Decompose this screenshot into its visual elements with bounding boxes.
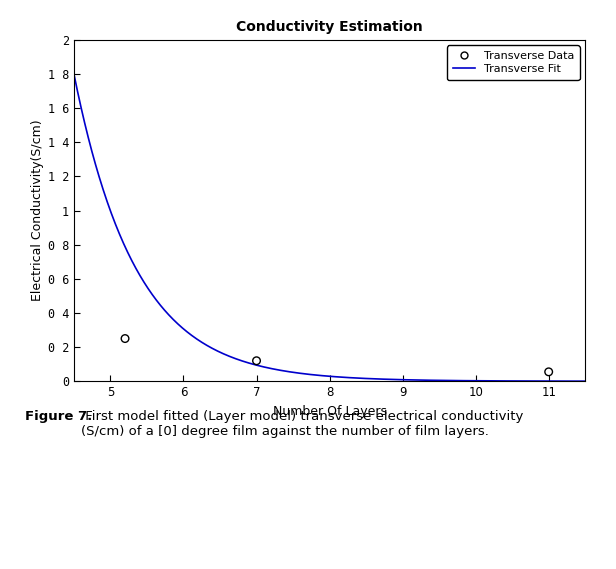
- Point: [251, 356, 261, 365]
- Y-axis label: Electrical Conductivity(S/cm): Electrical Conductivity(S/cm): [31, 119, 44, 302]
- Legend: Transverse Data, Transverse Fit: Transverse Data, Transverse Fit: [447, 46, 580, 80]
- Title: Conductivity Estimation: Conductivity Estimation: [236, 20, 423, 35]
- Point: [120, 334, 130, 343]
- Point: [544, 368, 554, 377]
- X-axis label: Number Of Layers: Number Of Layers: [272, 405, 387, 418]
- Text: Figure 7.: Figure 7.: [25, 410, 92, 423]
- Text: First model fitted (Layer model) transverse electrical conductivity
(S/cm) of a : First model fitted (Layer model) transve…: [81, 410, 524, 438]
